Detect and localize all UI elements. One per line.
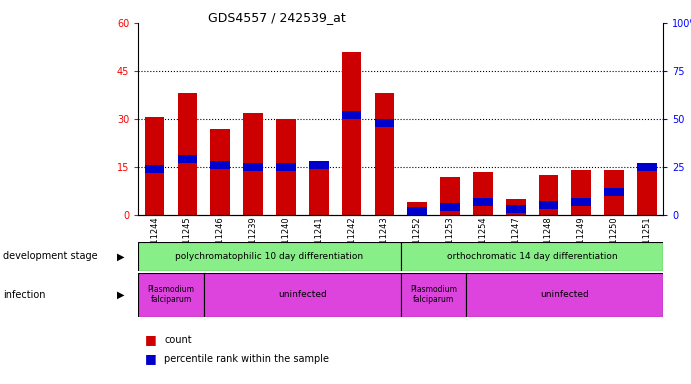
Bar	[276, 119, 296, 215]
Text: GDS4557 / 242539_at: GDS4557 / 242539_at	[207, 12, 346, 25]
Bar	[243, 163, 263, 171]
Bar	[204, 273, 401, 317]
Bar	[145, 118, 164, 215]
Bar	[473, 198, 493, 205]
Bar	[408, 202, 427, 215]
Bar	[637, 166, 656, 215]
Text: Plasmodium
falciparum: Plasmodium falciparum	[410, 285, 457, 305]
Text: ■: ■	[145, 353, 157, 366]
Text: infection: infection	[3, 290, 46, 300]
Bar	[408, 207, 427, 215]
Bar	[178, 93, 198, 215]
Bar	[637, 163, 656, 171]
Bar	[440, 177, 460, 215]
Bar	[243, 113, 263, 215]
Bar	[178, 156, 198, 163]
Bar	[341, 52, 361, 215]
Text: orthochromatic 14 day differentiation: orthochromatic 14 day differentiation	[447, 252, 617, 261]
Bar	[341, 111, 361, 119]
Bar	[506, 205, 525, 213]
Bar	[401, 273, 466, 317]
Bar	[473, 172, 493, 215]
Text: polychromatophilic 10 day differentiation: polychromatophilic 10 day differentiatio…	[176, 252, 363, 261]
Bar	[571, 198, 591, 205]
Bar	[145, 165, 164, 173]
Bar	[571, 170, 591, 215]
Text: uninfected: uninfected	[540, 290, 589, 299]
Bar	[604, 170, 624, 215]
Bar	[210, 129, 230, 215]
Text: Plasmodium
falciparum: Plasmodium falciparum	[147, 285, 195, 305]
Text: percentile rank within the sample: percentile rank within the sample	[164, 354, 330, 364]
Bar	[506, 199, 525, 215]
Text: ▶: ▶	[117, 290, 124, 300]
Text: count: count	[164, 335, 192, 345]
Bar	[138, 273, 204, 317]
Bar	[375, 93, 394, 215]
Bar	[440, 204, 460, 211]
Bar	[309, 161, 328, 215]
Bar	[539, 202, 558, 209]
Bar	[401, 242, 663, 271]
Bar	[210, 161, 230, 169]
Bar	[138, 242, 401, 271]
Bar	[309, 161, 328, 169]
Text: ▶: ▶	[117, 251, 124, 262]
Bar	[375, 119, 394, 127]
Bar	[276, 163, 296, 171]
Bar	[466, 273, 663, 317]
Bar	[604, 188, 624, 196]
Text: uninfected: uninfected	[278, 290, 327, 299]
Text: development stage: development stage	[3, 251, 98, 262]
Text: ■: ■	[145, 333, 157, 346]
Bar	[539, 175, 558, 215]
